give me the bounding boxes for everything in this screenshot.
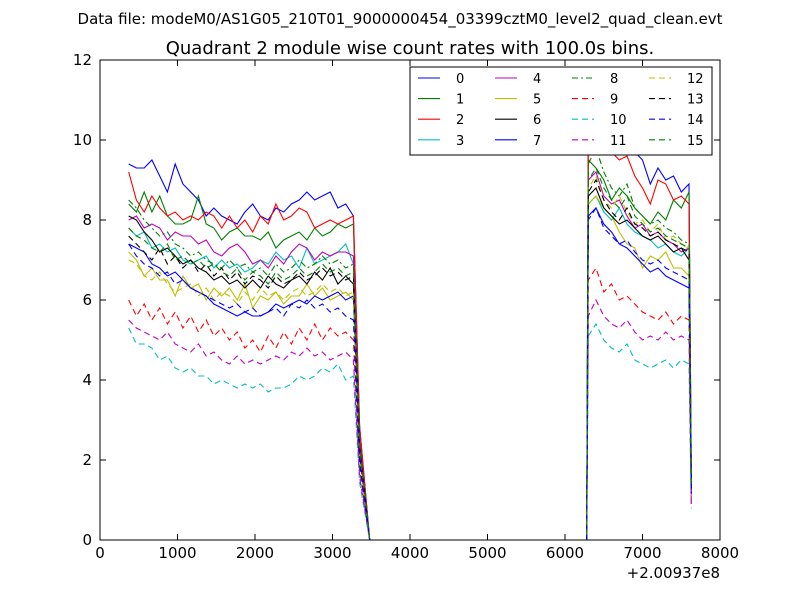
series-line-5 <box>128 195 692 541</box>
series-line-12 <box>128 174 692 541</box>
series-line-10 <box>128 322 692 541</box>
y-tick-label: 2 <box>82 451 92 469</box>
x-tick-label: 8000 <box>701 544 739 562</box>
x-tick-label: 1000 <box>158 544 196 562</box>
x-tick-label: 0 <box>95 544 105 562</box>
x-tick-label: 4000 <box>391 544 429 562</box>
y-tick-label: 4 <box>82 371 92 389</box>
legend-label-9: 9 <box>610 93 618 108</box>
suptitle: Data file: modeM0/AS1G05_210T01_90000004… <box>78 10 723 29</box>
legend-label-1: 1 <box>456 93 464 108</box>
series-line-15 <box>128 166 692 541</box>
legend-label-4: 4 <box>533 72 541 87</box>
series-line-13 <box>128 178 692 541</box>
series-line-1 <box>128 158 692 541</box>
series-line-8 <box>128 146 692 541</box>
series-line-11 <box>128 298 692 541</box>
series-line-2 <box>128 123 692 541</box>
axis-ticks: 0 1000 2000 3000 4000 5000 6000 7000 80000246810… <box>73 51 739 562</box>
series-line-3 <box>128 195 692 541</box>
legend-label-15: 15 <box>687 134 704 149</box>
x-tick-label: 6000 <box>546 544 584 562</box>
chart-title: Quadrant 2 module wise count rates with … <box>166 38 655 59</box>
y-tick-label: 6 <box>82 291 92 309</box>
x-tick-label: 5000 <box>468 544 506 562</box>
legend-label-12: 12 <box>687 72 704 87</box>
y-tick-label: 8 <box>82 211 92 229</box>
series-line-9 <box>128 266 692 541</box>
y-tick-label: 10 <box>73 131 92 149</box>
legend-label-10: 10 <box>610 113 627 128</box>
legend-label-13: 13 <box>687 93 704 108</box>
series-line-7 <box>128 207 692 541</box>
legend-label-14: 14 <box>687 113 704 128</box>
legend-label-3: 3 <box>456 134 464 149</box>
legend-label-6: 6 <box>533 113 541 128</box>
series-line-6 <box>128 186 692 541</box>
legend-label-11: 11 <box>610 134 627 149</box>
series-line-4 <box>128 170 692 541</box>
legend-label-0: 0 <box>456 72 464 87</box>
x-offset-label: +2.00937e8 <box>627 564 720 582</box>
series-line-14 <box>128 206 692 541</box>
legend-label-8: 8 <box>610 72 618 87</box>
legend-label-5: 5 <box>533 93 541 108</box>
x-tick-label: 3000 <box>313 544 351 562</box>
legend-label-7: 7 <box>533 134 541 149</box>
legend-label-2: 2 <box>456 113 464 128</box>
y-tick-label: 12 <box>73 51 92 69</box>
y-tick-label: 0 <box>82 531 92 549</box>
x-tick-label: 2000 <box>236 544 274 562</box>
plot-area <box>128 90 692 541</box>
series-line-0 <box>128 90 692 541</box>
x-tick-label: 7000 <box>623 544 661 562</box>
